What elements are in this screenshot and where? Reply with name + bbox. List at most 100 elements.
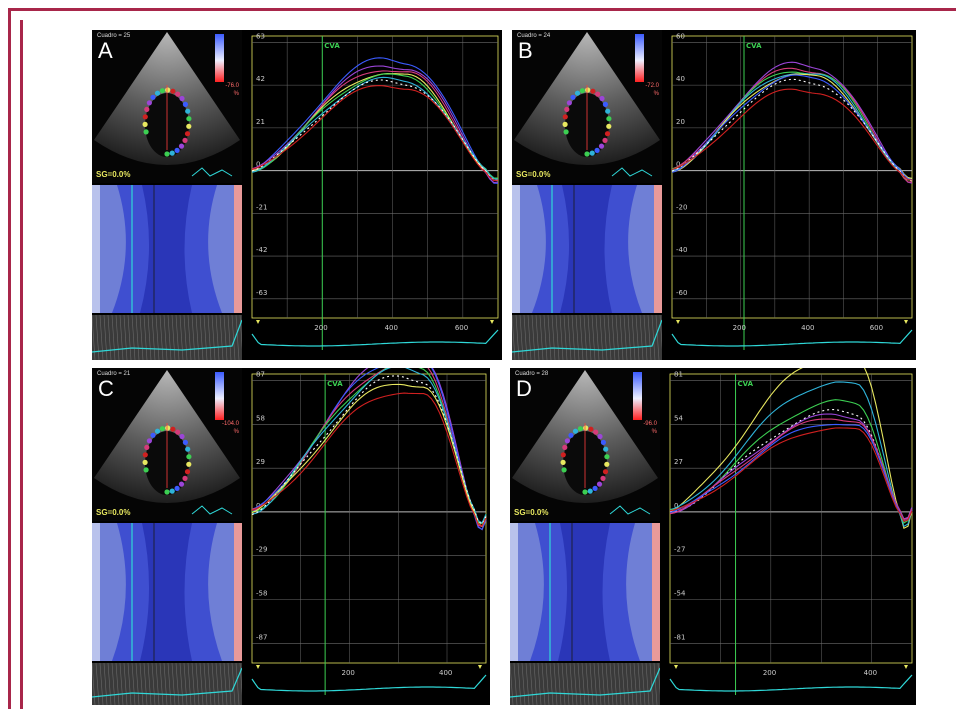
y-tick-label: 60 [676, 32, 685, 40]
strain-color-scale [633, 372, 642, 420]
y-tick-label: -58 [256, 590, 267, 598]
segment-strain-curve [669, 413, 913, 520]
strain-chart-svg: 63 42 21 0 -21 -42 -63 CVA 200 400 600 [251, 32, 499, 350]
ultrasound-sector-image [514, 32, 660, 177]
segment-strain-curve [251, 375, 487, 526]
y-tick-label: 58 [256, 414, 265, 422]
segment-strain-curve [669, 427, 913, 522]
scale-unit-text: % [233, 429, 239, 435]
strain-scale-value: -96.0% [643, 420, 657, 436]
segment-strain-curve [251, 392, 487, 527]
segment-strain-curve [671, 88, 913, 181]
strain-color-map [92, 523, 242, 661]
strain-chart-svg: 81 54 27 0 -27 -54 -81 CVA 200 400 [669, 368, 913, 695]
y-tick-label: 0 [676, 161, 680, 169]
y-tick-label: -87 [256, 633, 267, 641]
y-tick-label: 0 [674, 502, 678, 510]
echo-image: Cuadro = 24 B -72.0% SG=0.0% [512, 30, 662, 183]
y-tick-label: -29 [256, 546, 267, 554]
frame-counter-label: Cuadro = 21 [97, 371, 131, 377]
plot-frame [671, 35, 913, 319]
segment-strain-curve [669, 409, 913, 521]
frame-top-border [8, 8, 956, 11]
x-tick-label: 600 [870, 324, 883, 332]
m-mode-strip [510, 663, 660, 705]
y-tick-label: -42 [256, 246, 267, 254]
x-tick-label: 200 [733, 324, 746, 332]
cva-label: CVA [738, 380, 754, 388]
scale-value-text: -96.0 [643, 421, 657, 427]
ecg-trace [251, 329, 499, 347]
x-tick-label: 200 [763, 669, 776, 677]
x-tick-label: 200 [342, 669, 355, 677]
y-tick-label: 20 [676, 118, 685, 126]
plot-frame [251, 373, 487, 664]
end-marker-icon [904, 665, 908, 669]
m-mode-strip [92, 663, 242, 705]
segment-strain-curve [251, 73, 499, 179]
panel-c: Cuadro = 21 C -104.0% SG=0.0% 87 58 29 0 -29 -58-… [92, 368, 490, 705]
segment-strain-curve [251, 70, 499, 182]
end-marker-icon [490, 320, 494, 324]
end-marker-icon [478, 665, 482, 669]
scale-unit-text: % [653, 91, 659, 97]
ecg-trace [251, 674, 487, 692]
y-tick-label: -63 [256, 289, 267, 297]
y-tick-label: 81 [674, 371, 683, 379]
plot-frame [251, 35, 499, 319]
y-tick-label: 54 [674, 414, 683, 422]
strain-curve-chart: 81 54 27 0 -27 -54 -81 CVA 200 400 [662, 368, 916, 705]
x-tick-label: 600 [455, 324, 468, 332]
echo-image: Cuadro = 28 D -96.0% SG=0.0% [510, 368, 660, 521]
segment-strain-curve [251, 383, 487, 527]
y-tick-label: -21 [256, 203, 267, 211]
y-tick-label: 27 [674, 458, 683, 466]
segment-strain-curve [251, 57, 499, 184]
start-marker-icon [256, 320, 260, 324]
segment-strain-curve [251, 368, 487, 531]
segment-strain-curve [669, 368, 913, 529]
plot-frame [669, 373, 913, 664]
segment-strain-curve [669, 381, 913, 528]
panel-letter: C [98, 376, 114, 401]
frame-counter-label: Cuadro = 25 [97, 33, 131, 39]
strain-color-scale [215, 34, 224, 82]
segment-strain-curve [251, 73, 499, 180]
frame-inner-border [20, 20, 23, 709]
segment-strain-curve [671, 61, 913, 184]
x-tick-label: 400 [439, 669, 452, 677]
strain-curve-chart: 63 42 21 0 -21 -42 -63 CVA 200 400 600 [244, 30, 502, 360]
global-strain-label: SG=0.0% [96, 508, 131, 517]
panel-d: Cuadro = 28 D -96.0% SG=0.0% 81 54 27 0 -27 -54 -8… [510, 368, 916, 705]
cva-label: CVA [324, 42, 340, 50]
ultrasound-sector-image [94, 370, 240, 515]
scale-value-text: -104.0 [221, 421, 239, 427]
frame-counter-label: Cuadro = 24 [517, 33, 551, 39]
strain-color-map [512, 185, 662, 313]
strain-scale-value: -104.0% [222, 420, 239, 436]
strain-color-scale [635, 34, 644, 82]
cva-label: CVA [746, 42, 762, 50]
segment-strain-curve [669, 418, 913, 521]
segment-strain-curve [669, 399, 913, 524]
strain-scale-value: -76.0% [225, 82, 239, 98]
x-tick-label: 400 [864, 669, 877, 677]
start-marker-icon [676, 320, 680, 324]
global-strain-label: SG=0.0% [96, 170, 131, 179]
panel-b: Cuadro = 24 B -72.0% SG=0.0% 60 40 20 0 -20 -40 -6… [512, 30, 916, 360]
x-tick-label: 400 [801, 324, 814, 332]
scale-value-text: -76.0 [225, 83, 239, 89]
frame-left-border [8, 8, 11, 709]
ecg-trace [671, 329, 913, 347]
y-tick-label: 40 [676, 75, 685, 83]
x-tick-label: 400 [385, 324, 398, 332]
ecg-trace [669, 674, 913, 692]
y-tick-label: -27 [674, 546, 685, 554]
strain-scale-value: -72.0% [645, 82, 659, 98]
segment-strain-curve [251, 85, 499, 182]
x-tick-label: 200 [314, 324, 327, 332]
panel-letter: D [516, 376, 532, 401]
panel-letter: B [518, 38, 533, 63]
